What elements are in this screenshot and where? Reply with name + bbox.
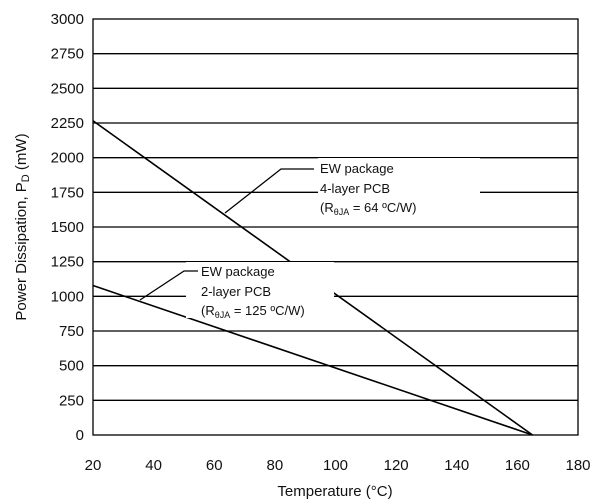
y-tick-label: 2250 — [51, 115, 84, 132]
annotation-4-layer-bg — [318, 158, 480, 214]
y-tick-label: 1750 — [51, 184, 84, 201]
y-tick-label: 750 — [59, 323, 84, 340]
annotation-4-layer-line2: 4-layer PCB — [320, 181, 390, 196]
y-tick-label: 2500 — [51, 80, 84, 97]
x-tick-label: 100 — [323, 457, 348, 474]
x-tick-label: 140 — [444, 457, 469, 474]
x-tick-label: 60 — [206, 457, 223, 474]
y-tick-label: 1500 — [51, 219, 84, 236]
y-tick-label: 1000 — [51, 288, 84, 305]
annotation-2-layer-rtheta: (RθJA = 125 ºC/W) — [201, 303, 305, 320]
x-tick-label: 40 — [145, 457, 162, 474]
series-line-2 — [92, 284, 533, 436]
annotation-2-layer: EW package 2-layer PCB (RθJA = 125 ºC/W) — [139, 262, 334, 320]
tick-labels: 0 250 500 750 1000 1250 1500 1750 2000 2250 2500 27… — [51, 11, 591, 474]
y-tick-label: 3000 — [51, 11, 84, 28]
annotation-2-layer-line1: EW package — [201, 264, 275, 279]
y-tick-label: 1250 — [51, 254, 84, 271]
y-axis-title: Power Dissipation, PD (mW) — [13, 133, 32, 320]
x-tick-label: 160 — [505, 457, 530, 474]
y-tick-label: 250 — [59, 392, 84, 409]
x-tick-label: 20 — [85, 457, 102, 474]
y-tick-label: 2750 — [51, 46, 84, 63]
y-tick-label: 0 — [76, 427, 84, 444]
annotation-4-layer-rtheta: (RθJA = 64 ºC/W) — [320, 200, 416, 217]
plot-frame — [92, 18, 579, 436]
annotation-2-layer-bg — [186, 262, 334, 318]
grid-lines — [93, 53, 578, 401]
x-tick-label: 80 — [267, 457, 284, 474]
x-tick-label: 120 — [384, 457, 409, 474]
annotation-2-layer-line2: 2-layer PCB — [201, 284, 271, 299]
annotation-2-layer-leader — [139, 270, 198, 301]
annotation-4-layer-leader — [224, 168, 314, 214]
y-tick-label: 500 — [59, 358, 84, 375]
annotation-4-layer: EW package 4-layer PCB (RθJA = 64 ºC/W) — [224, 158, 480, 217]
x-axis-title: Temperature (°C) — [277, 483, 392, 500]
x-tick-label: 180 — [565, 457, 590, 474]
y-tick-label: 2000 — [51, 150, 84, 167]
annotation-4-layer-line1: EW package — [320, 161, 394, 176]
